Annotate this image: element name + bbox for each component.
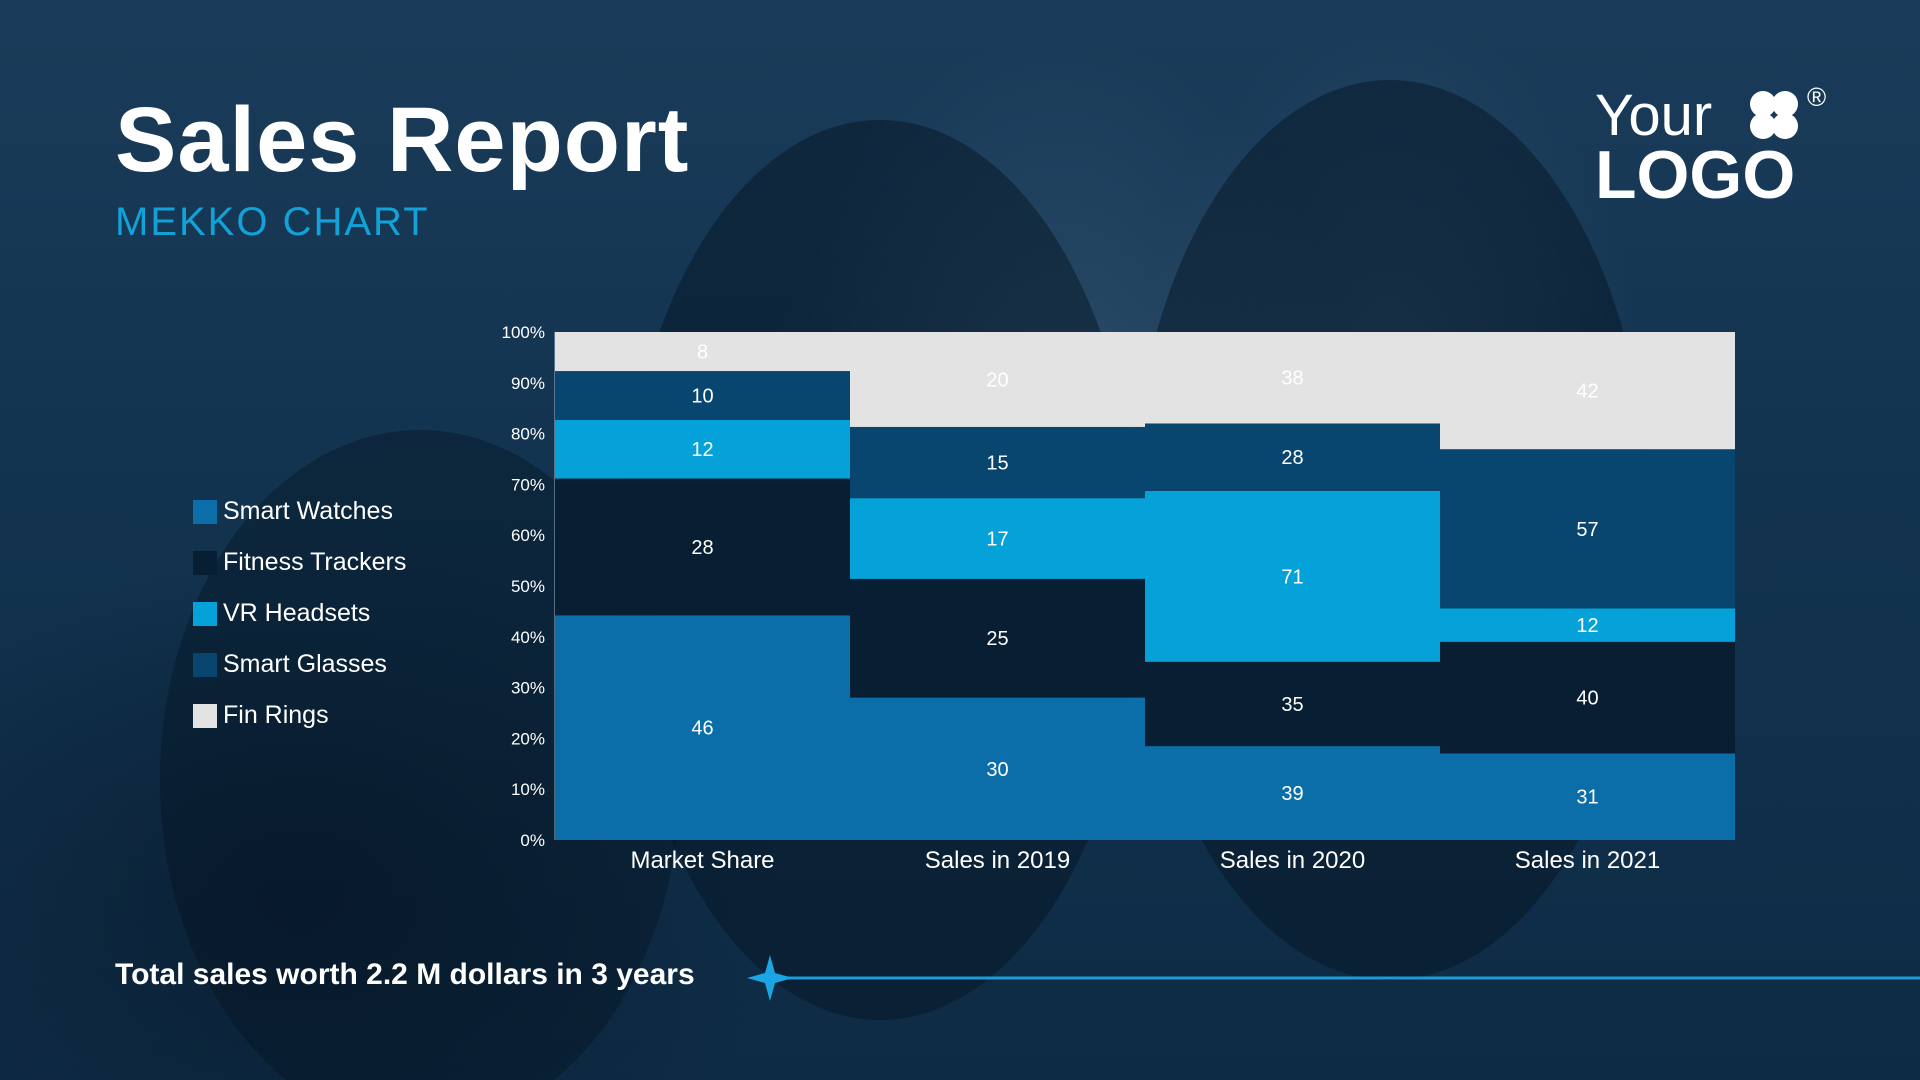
bar-segment bbox=[1145, 661, 1440, 747]
sparkle-line-decoration bbox=[747, 955, 1920, 1001]
footer-summary: Total sales worth 2.2 M dollars in 3 yea… bbox=[115, 958, 695, 991]
legend-item: Smart Glasses bbox=[193, 639, 406, 690]
logo-text-top: Your bbox=[1595, 83, 1712, 148]
bar-segment bbox=[555, 478, 850, 616]
bar-segment bbox=[555, 332, 850, 372]
legend-item: Fitness Trackers bbox=[193, 537, 406, 588]
data-label: 20 bbox=[986, 369, 1008, 391]
x-category-label: Sales in 2020 bbox=[1220, 847, 1365, 874]
legend-swatch bbox=[193, 601, 217, 626]
y-tick-label: 100% bbox=[502, 323, 545, 342]
y-tick-label: 50% bbox=[511, 577, 545, 596]
logo-text-bottom: LOGO bbox=[1595, 137, 1795, 210]
data-label: 28 bbox=[691, 537, 713, 559]
y-tick-label: 20% bbox=[511, 729, 545, 748]
data-label: 38 bbox=[1281, 368, 1303, 390]
legend-label: Smart Watches bbox=[223, 497, 393, 525]
data-label: 28 bbox=[1281, 447, 1303, 469]
data-label: 31 bbox=[1576, 787, 1598, 809]
y-tick-label: 70% bbox=[511, 475, 545, 494]
bar-segment bbox=[850, 578, 1145, 698]
data-label: 10 bbox=[691, 386, 713, 408]
data-label: 12 bbox=[691, 439, 713, 461]
x-category-label: Sales in 2019 bbox=[925, 847, 1070, 874]
legend-swatch bbox=[193, 652, 217, 677]
page-subtitle: MEKKO CHART bbox=[115, 200, 430, 244]
data-label: 25 bbox=[986, 628, 1008, 650]
data-label: 46 bbox=[691, 718, 713, 740]
legend-label: Smart Glasses bbox=[223, 650, 387, 678]
logo-flower-icon bbox=[1750, 91, 1798, 139]
bar-segment bbox=[850, 332, 1145, 427]
y-tick-label: 80% bbox=[511, 425, 545, 444]
bar-segment bbox=[1440, 332, 1735, 450]
data-label: 71 bbox=[1281, 566, 1303, 588]
y-tick-label: 40% bbox=[511, 628, 545, 647]
registered-mark: ® bbox=[1807, 82, 1826, 112]
bar-segment bbox=[1145, 332, 1440, 424]
x-category-label: Market Share bbox=[630, 847, 774, 874]
bar-segment bbox=[1145, 490, 1440, 662]
legend-label: Fin Rings bbox=[223, 701, 329, 729]
bar-segment bbox=[1440, 449, 1735, 609]
y-tick-label: 90% bbox=[511, 374, 545, 393]
data-label: 30 bbox=[986, 759, 1008, 781]
y-tick-label: 0% bbox=[520, 831, 545, 850]
data-label: 39 bbox=[1281, 783, 1303, 805]
data-label: 35 bbox=[1281, 694, 1303, 716]
legend-item: VR Headsets bbox=[193, 588, 406, 639]
bar-segment bbox=[1440, 753, 1735, 840]
legend-item: Smart Watches bbox=[193, 486, 406, 537]
bar-segment bbox=[1440, 641, 1735, 754]
y-tick-label: 10% bbox=[511, 780, 545, 799]
bar-segment bbox=[555, 419, 850, 479]
bar-segment bbox=[850, 498, 1145, 579]
bar-segment bbox=[850, 697, 1145, 840]
page-title: Sales Report bbox=[115, 89, 690, 191]
legend-swatch bbox=[193, 550, 217, 575]
bar-segment bbox=[850, 426, 1145, 499]
bar-segment bbox=[555, 371, 850, 420]
brand-logo: Your LOGO ® bbox=[1595, 82, 1826, 210]
data-label: 8 bbox=[697, 342, 708, 364]
chart-legend: Smart Watches Fitness Trackers VR Headse… bbox=[193, 486, 406, 741]
y-tick-label: 30% bbox=[511, 679, 545, 698]
y-tick-label: 60% bbox=[511, 526, 545, 545]
x-category-label: Sales in 2021 bbox=[1515, 847, 1660, 874]
data-label: 57 bbox=[1576, 519, 1598, 541]
legend-item: Fin Rings bbox=[193, 690, 406, 741]
bar-segment bbox=[1145, 746, 1440, 840]
sparkle-icon bbox=[747, 955, 793, 1001]
data-label: 42 bbox=[1576, 381, 1598, 403]
legend-swatch bbox=[193, 499, 217, 524]
bar-segment bbox=[555, 615, 850, 840]
legend-label: Fitness Trackers bbox=[223, 548, 407, 576]
bar-segment bbox=[1145, 423, 1440, 491]
bar-segment bbox=[1440, 608, 1735, 642]
data-label: 15 bbox=[986, 453, 1008, 475]
data-label: 40 bbox=[1576, 688, 1598, 710]
legend-swatch bbox=[193, 703, 217, 728]
data-label: 12 bbox=[1576, 615, 1598, 637]
data-label: 17 bbox=[986, 529, 1008, 551]
legend-label: VR Headsets bbox=[223, 599, 371, 627]
